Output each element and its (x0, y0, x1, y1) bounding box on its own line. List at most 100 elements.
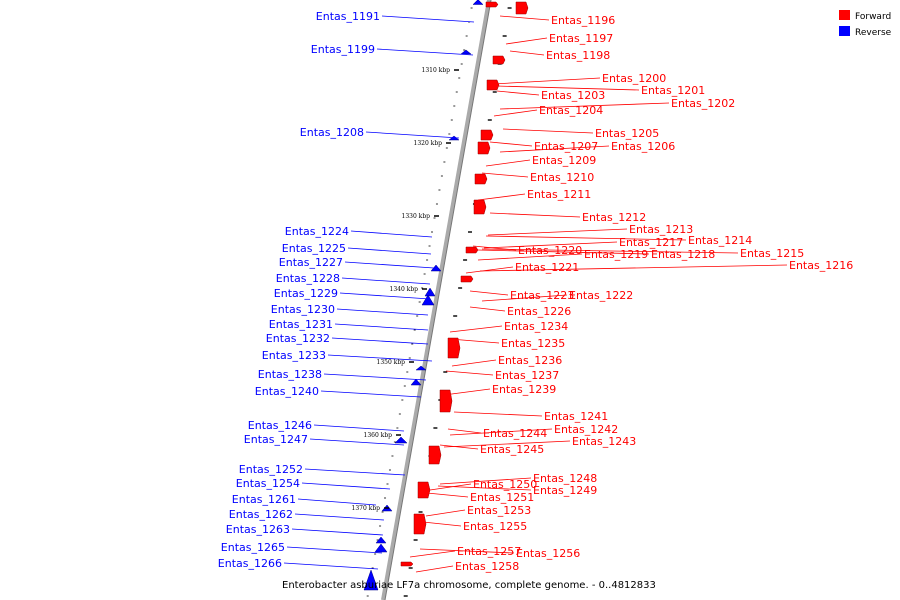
forward-gene-feature (486, 79, 500, 91)
reverse-gene-label[interactable]: Entas_1265 (221, 541, 285, 554)
forward-gene-label[interactable]: Entas_1212 (582, 211, 646, 224)
reverse-gene-label[interactable]: Entas_1199 (311, 43, 375, 56)
reverse-gene-label[interactable]: Entas_1232 (266, 332, 330, 345)
forward-gene-label[interactable]: Entas_1249 (533, 484, 597, 497)
forward-gene-label[interactable]: Entas_1209 (532, 154, 596, 167)
forward-gene-label[interactable]: Entas_1222 (569, 289, 633, 302)
forward-gene-label[interactable]: Entas_1202 (671, 97, 735, 110)
forward-gene-label[interactable]: Entas_1235 (501, 337, 565, 350)
reverse-gene-label-leader (350, 230, 433, 238)
forward-gene-label[interactable]: Entas_1213 (629, 223, 693, 236)
forward-gene-label[interactable]: Entas_1241 (544, 410, 608, 423)
forward-gene-label-leader (502, 128, 594, 134)
forward-gene-feature (447, 337, 461, 359)
reverse-gene-label[interactable]: Entas_1225 (282, 242, 346, 255)
reverse-gene-feature (472, 0, 484, 5)
reverse-gene-label[interactable]: Entas_1247 (244, 433, 308, 446)
forward-gene-label[interactable]: Entas_1257 (457, 545, 521, 558)
forward-gene-label[interactable]: Entas_1215 (740, 247, 804, 260)
forward-gene-label[interactable]: Entas_1210 (530, 171, 594, 184)
forward-gene-label-leader (419, 548, 515, 554)
legend-forward-label: Forward (855, 12, 891, 22)
forward-gene-label-leader (499, 145, 610, 153)
reverse-gene-label[interactable]: Entas_1246 (248, 419, 312, 432)
reverse-gene-label[interactable]: Entas_1208 (300, 126, 364, 139)
reverse-gene-label[interactable]: Entas_1233 (262, 349, 326, 362)
forward-gene-label[interactable]: Entas_1226 (507, 305, 571, 318)
forward-gene-label[interactable]: Entas_1206 (611, 140, 675, 153)
forward-gene-label[interactable]: Entas_1216 (789, 259, 853, 272)
forward-gene-label-leader (445, 370, 494, 376)
reverse-gene-label[interactable]: Entas_1262 (229, 508, 293, 521)
forward-gene-label[interactable]: Entas_1203 (541, 89, 605, 102)
reverse-gene-label-leader (291, 528, 384, 536)
reverse-gene-label-leader (339, 292, 431, 300)
forward-gene-label[interactable]: Entas_1214 (688, 234, 752, 247)
reverse-gene-label[interactable]: Entas_1240 (255, 385, 319, 398)
reverse-gene-label[interactable]: Entas_1238 (258, 368, 322, 381)
forward-gene-label[interactable]: Entas_1250 (473, 478, 537, 491)
reverse-gene-label[interactable]: Entas_1254 (236, 477, 300, 490)
forward-gene-label[interactable]: Entas_1243 (572, 435, 636, 448)
forward-gene-label[interactable]: Entas_1223 (510, 289, 574, 302)
legend-forward-swatch (839, 10, 850, 20)
reverse-gene-feature (424, 287, 436, 297)
forward-gene-label-leader (477, 249, 650, 255)
reverse-gene-label[interactable]: Entas_1266 (218, 557, 282, 570)
forward-gene-label[interactable]: Entas_1253 (467, 504, 531, 517)
reverse-gene-label-leader (331, 337, 429, 345)
reverse-gene-label-leader (297, 498, 377, 506)
reverse-gene-label[interactable]: Entas_1263 (226, 523, 290, 536)
forward-gene-label[interactable]: Entas_1256 (516, 547, 580, 560)
forward-gene-feature (515, 1, 529, 15)
reverse-gene-feature (394, 436, 408, 444)
reverse-gene-label[interactable]: Entas_1227 (279, 256, 343, 269)
forward-gene-label[interactable]: Entas_1244 (483, 427, 547, 440)
forward-gene-label[interactable]: Entas_1248 (533, 472, 597, 485)
forward-gene-label[interactable]: Entas_1200 (602, 72, 666, 85)
forward-gene-label[interactable]: Entas_1255 (463, 520, 527, 533)
reverse-gene-label[interactable]: Entas_1191 (316, 10, 380, 23)
forward-gene-label-leader (485, 159, 531, 167)
forward-gene-label[interactable]: Entas_1245 (480, 443, 544, 456)
forward-gene-label[interactable]: Entas_1207 (534, 140, 598, 153)
forward-gene-label[interactable]: Entas_1220 (518, 244, 582, 257)
forward-gene-label[interactable]: Entas_1197 (549, 32, 613, 45)
scale-tick-label: 1340 kbp (390, 286, 419, 293)
forward-gene-label[interactable]: Entas_1211 (527, 188, 591, 201)
forward-gene-label[interactable]: Entas_1242 (554, 423, 618, 436)
reverse-gene-label-leader (376, 48, 474, 56)
forward-gene-label[interactable]: Entas_1204 (539, 104, 603, 117)
reverse-gene-label[interactable]: Entas_1261 (232, 493, 296, 506)
forward-gene-label-leader (493, 109, 538, 117)
forward-gene-feature (439, 389, 453, 413)
forward-gene-label[interactable]: Entas_1239 (492, 383, 556, 396)
reverse-gene-label[interactable]: Entas_1228 (276, 272, 340, 285)
forward-gene-label[interactable]: Entas_1236 (498, 354, 562, 367)
forward-gene-label[interactable]: Entas_1201 (641, 84, 705, 97)
reverse-gene-label[interactable]: Entas_1224 (285, 225, 349, 238)
forward-gene-label[interactable]: Entas_1251 (470, 491, 534, 504)
reverse-gene-label[interactable]: Entas_1231 (269, 318, 333, 331)
reverse-gene-label[interactable]: Entas_1230 (271, 303, 335, 316)
forward-gene-label[interactable]: Entas_1258 (455, 560, 519, 573)
forward-gene-label[interactable]: Entas_1198 (546, 49, 610, 62)
reverse-gene-label[interactable]: Entas_1229 (274, 287, 338, 300)
legend: Forward Reverse (839, 10, 892, 38)
reverse-gene-label[interactable]: Entas_1252 (239, 463, 303, 476)
reverse-gene-label-leader (286, 546, 383, 554)
reverse-gene-feature (421, 294, 435, 306)
forward-gene-label[interactable]: Entas_1205 (595, 127, 659, 140)
forward-gene-label[interactable]: Entas_1218 (651, 248, 715, 261)
forward-gene-label[interactable]: Entas_1237 (495, 369, 559, 382)
forward-gene-label[interactable]: Entas_1217 (619, 236, 683, 249)
forward-gene-label[interactable]: Entas_1221 (515, 261, 579, 274)
scale-tick-label: 1320 kbp (414, 140, 443, 147)
forward-gene-label-leader (492, 77, 601, 85)
reverse-gene-label-leader (309, 438, 405, 446)
reverse-gene-label-leader (341, 277, 431, 285)
forward-gene-label-leader (509, 50, 545, 56)
forward-gene-label[interactable]: Entas_1196 (551, 14, 615, 27)
forward-gene-label[interactable]: Entas_1219 (584, 248, 648, 261)
forward-gene-label[interactable]: Entas_1234 (504, 320, 568, 333)
